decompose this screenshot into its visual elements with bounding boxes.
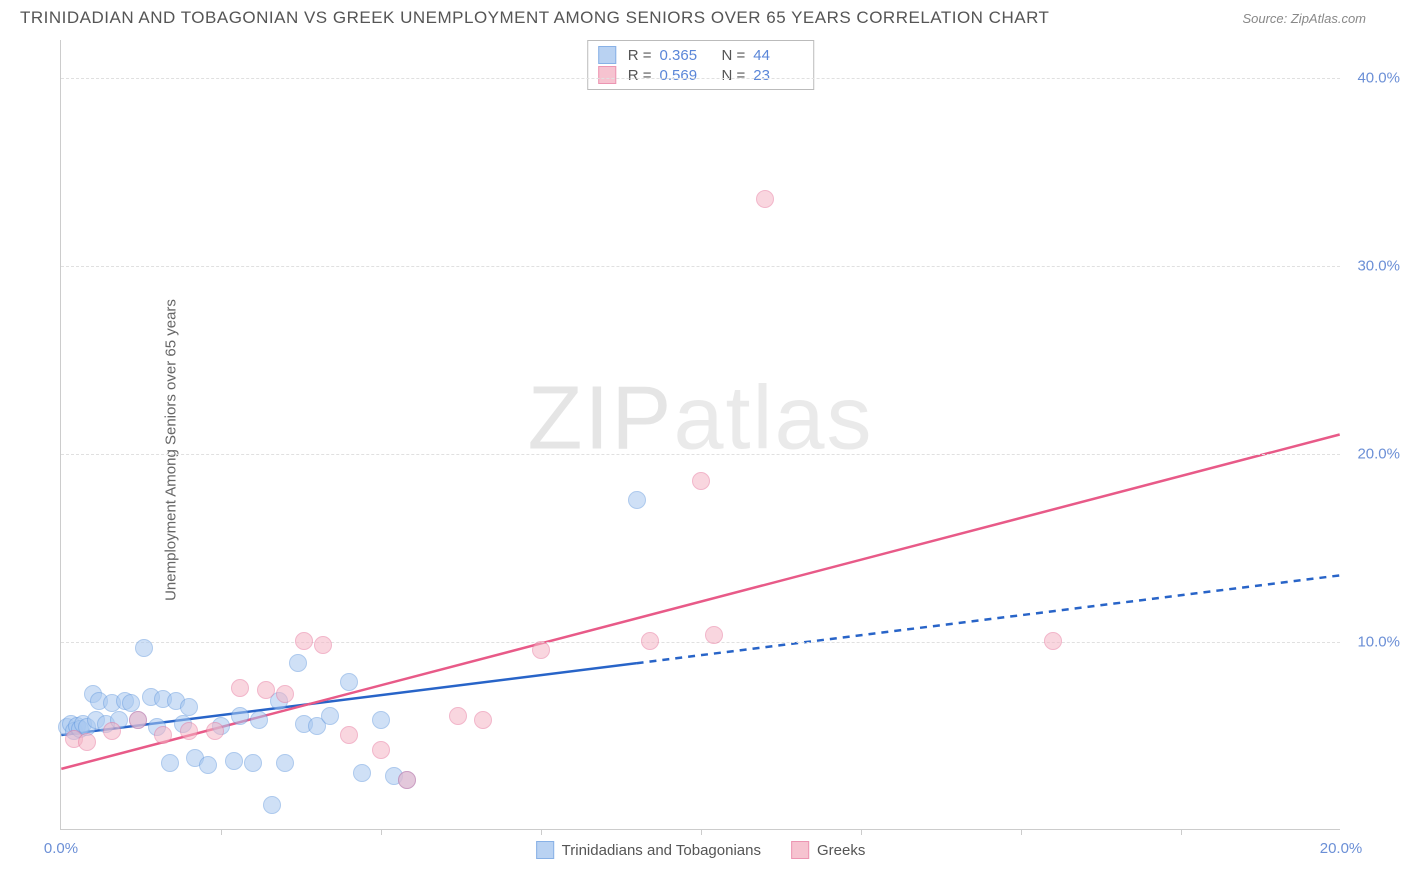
gridline xyxy=(61,266,1340,267)
data-point xyxy=(103,722,121,740)
x-minor-tick xyxy=(1181,829,1182,835)
x-minor-tick xyxy=(221,829,222,835)
data-point xyxy=(257,681,275,699)
data-point xyxy=(276,685,294,703)
data-point xyxy=(135,639,153,657)
data-point xyxy=(231,679,249,697)
data-point xyxy=(1044,632,1062,650)
chart-container: Unemployment Among Seniors over 65 years… xyxy=(50,40,1390,860)
data-point xyxy=(398,771,416,789)
n-value: 23 xyxy=(753,67,803,84)
legend-label: Trinidadians and Tobagonians xyxy=(562,842,761,859)
y-tick-label: 40.0% xyxy=(1357,69,1400,86)
data-point xyxy=(129,711,147,729)
stats-legend: R = 0.365 N = 44 R = 0.569 N = 23 xyxy=(587,40,815,90)
data-point xyxy=(641,632,659,650)
y-tick-label: 30.0% xyxy=(1357,257,1400,274)
trend-line-dashed xyxy=(637,575,1340,663)
stats-row: R = 0.365 N = 44 xyxy=(598,45,804,65)
data-point xyxy=(276,754,294,772)
data-point xyxy=(353,764,371,782)
r-label: R = xyxy=(628,67,652,84)
y-tick-label: 10.0% xyxy=(1357,633,1400,650)
n-value: 44 xyxy=(753,47,803,64)
legend-label: Greeks xyxy=(817,842,865,859)
x-minor-tick xyxy=(1021,829,1022,835)
data-point xyxy=(263,796,281,814)
r-value: 0.365 xyxy=(660,47,710,64)
legend-swatch xyxy=(598,66,616,84)
data-point xyxy=(321,707,339,725)
x-minor-tick xyxy=(701,829,702,835)
data-point xyxy=(225,752,243,770)
data-point xyxy=(231,707,249,725)
x-tick-label: 20.0% xyxy=(1320,840,1363,857)
x-minor-tick xyxy=(541,829,542,835)
stats-row: R = 0.569 N = 23 xyxy=(598,65,804,85)
data-point xyxy=(372,711,390,729)
data-point xyxy=(756,190,774,208)
data-point xyxy=(449,707,467,725)
data-point xyxy=(161,754,179,772)
data-point xyxy=(340,726,358,744)
gridline xyxy=(61,642,1340,643)
data-point xyxy=(206,722,224,740)
data-point xyxy=(314,636,332,654)
data-point xyxy=(289,654,307,672)
data-point xyxy=(180,722,198,740)
x-minor-tick xyxy=(861,829,862,835)
r-label: R = xyxy=(628,47,652,64)
legend-item: Greeks xyxy=(791,841,865,859)
n-label: N = xyxy=(722,47,746,64)
gridline xyxy=(61,454,1340,455)
data-point xyxy=(474,711,492,729)
legend-swatch xyxy=(598,46,616,64)
data-point xyxy=(532,641,550,659)
gridline xyxy=(61,78,1340,79)
data-point xyxy=(78,733,96,751)
y-tick-label: 20.0% xyxy=(1357,445,1400,462)
page-title: TRINIDADIAN AND TOBAGONIAN VS GREEK UNEM… xyxy=(20,8,1049,28)
data-point xyxy=(705,626,723,644)
data-point xyxy=(180,698,198,716)
legend-item: Trinidadians and Tobagonians xyxy=(536,841,761,859)
n-label: N = xyxy=(722,67,746,84)
series-legend: Trinidadians and Tobagonians Greeks xyxy=(536,841,866,859)
trend-lines xyxy=(61,40,1340,829)
plot-area: ZIPatlas R =0.365N =44R =0.569N =23 Trin… xyxy=(60,40,1340,830)
x-minor-tick xyxy=(381,829,382,835)
data-point xyxy=(244,754,262,772)
data-point xyxy=(250,711,268,729)
data-point xyxy=(340,673,358,691)
data-point xyxy=(372,741,390,759)
data-point xyxy=(295,632,313,650)
r-value: 0.569 xyxy=(660,67,710,84)
data-point xyxy=(122,694,140,712)
data-point xyxy=(154,726,172,744)
data-point xyxy=(199,756,217,774)
legend-swatch xyxy=(791,841,809,859)
data-point xyxy=(628,491,646,509)
source-label: Source: ZipAtlas.com xyxy=(1242,11,1366,26)
legend-swatch xyxy=(536,841,554,859)
x-tick-label: 0.0% xyxy=(44,840,78,857)
data-point xyxy=(692,472,710,490)
